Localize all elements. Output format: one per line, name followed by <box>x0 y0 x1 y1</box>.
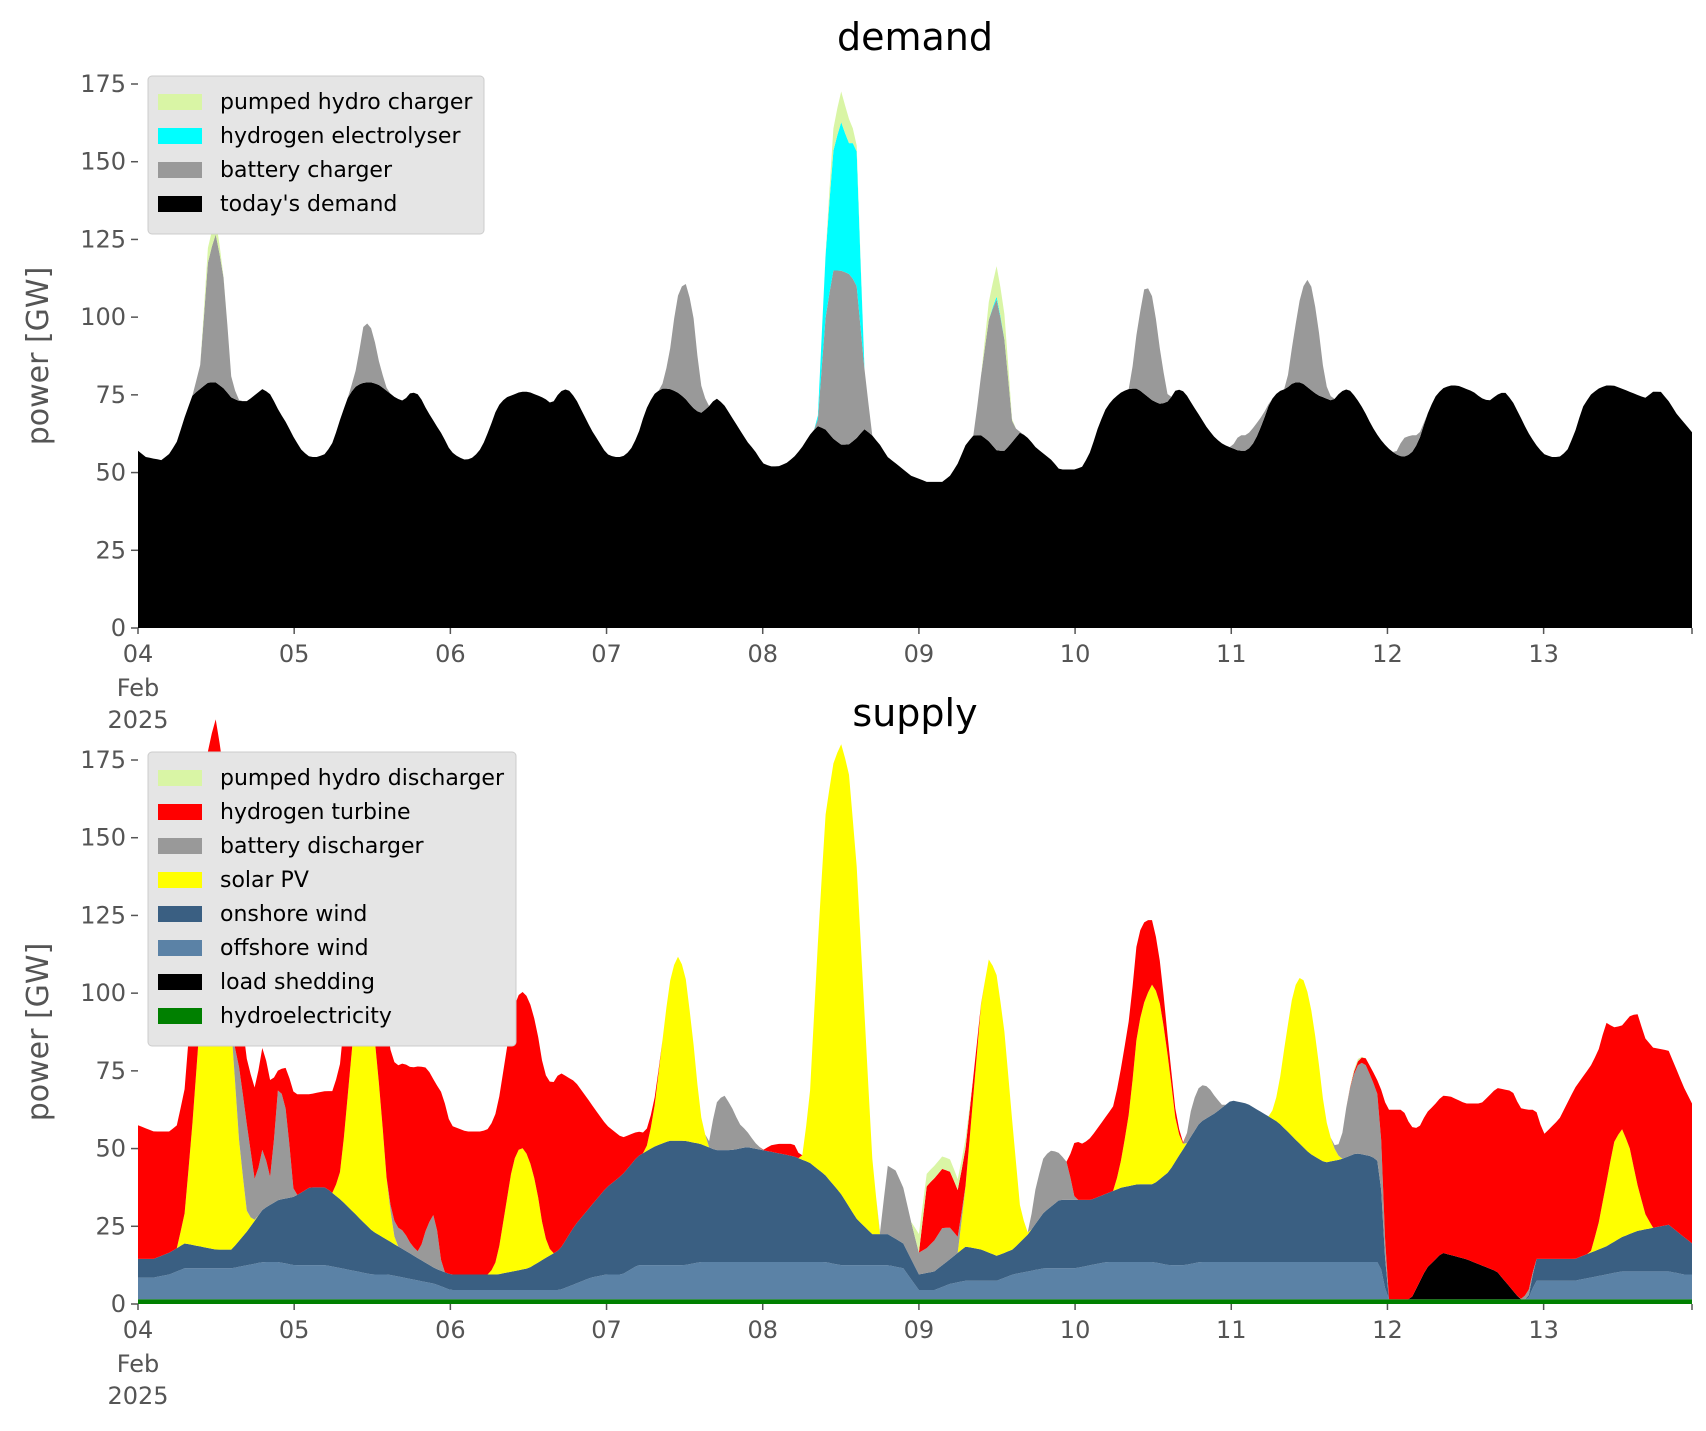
legend-box <box>147 75 485 235</box>
legend-label-onshore-wind: onshore wind <box>220 902 367 927</box>
y-tick-label: 25 <box>95 1212 126 1240</box>
y-tick-label: 125 <box>80 901 126 929</box>
legend-label-offshore-wind: offshore wind <box>220 936 369 961</box>
chart-title: demand <box>837 15 993 59</box>
area-today-s-demand <box>138 382 1692 628</box>
x-tick-label: 05 <box>279 1316 310 1344</box>
x-tick-label: 08 <box>747 1316 778 1344</box>
x-tick-label: 11 <box>1216 1316 1247 1344</box>
legend-swatch-pumped-hydro-discharger <box>158 770 202 786</box>
x-tick-label: 06 <box>435 640 466 668</box>
legend-label-solar-pv: solar PV <box>220 868 309 893</box>
x-tick-sublabel: Feb <box>117 674 160 702</box>
x-tick-label: 11 <box>1216 640 1247 668</box>
x-tick-label: 04 <box>123 1316 154 1344</box>
y-tick-label: 75 <box>95 381 126 409</box>
x-tick-label: 13 <box>1528 640 1559 668</box>
x-tick-sublabel: 2025 <box>107 1382 168 1410</box>
area-offshore-wind <box>138 1253 1692 1300</box>
demand-panel: demand power [GW] 0 25 50 75 100 125 150 175 04 Feb… <box>21 15 1693 734</box>
y-tick-label: 175 <box>80 70 126 98</box>
x-tick-label: 09 <box>904 1316 935 1344</box>
x-tick-label: 12 <box>1372 640 1403 668</box>
legend-box <box>147 751 517 1047</box>
x-tick-label: 12 <box>1372 1316 1403 1344</box>
y-tick-label: 150 <box>80 148 126 176</box>
legend-swatch-pumped-hydro-charger <box>158 94 202 110</box>
legend-swatch-battery-charger <box>158 162 202 178</box>
legend-swatch-hydrogen-electrolyser <box>158 128 202 144</box>
legend-swatch-battery-discharger <box>158 838 202 854</box>
x-tick-label: 09 <box>904 640 935 668</box>
area-hydrogen-turbine <box>138 719 1692 1300</box>
legend-swatch-load-shedding <box>158 974 202 990</box>
y-tick-label: 150 <box>80 824 126 852</box>
y-tick-label: 0 <box>111 1290 126 1318</box>
legend-label-hydrogen-turbine: hydrogen turbine <box>220 800 411 825</box>
y-tick-label: 0 <box>111 614 126 642</box>
supply-panel: supply power [GW] 0 25 50 75 100 125 150 175 04 Feb… <box>21 691 1693 1410</box>
y-tick-label: 175 <box>80 746 126 774</box>
legend-swatch-today-s-demand <box>158 196 202 212</box>
x-tick-label: 04 <box>123 640 154 668</box>
legend-label-hydroelectricity: hydroelectricity <box>220 1004 392 1029</box>
area-solar-pv <box>138 744 1692 1300</box>
legend-label-hydrogen-electrolyser: hydrogen electrolyser <box>220 124 461 149</box>
legend-label-pumped-hydro-discharger: pumped hydro discharger <box>220 766 505 791</box>
legend: pumped hydro discharger hydrogen turbine b… <box>147 751 517 1047</box>
legend-label-pumped-hydro-charger: pumped hydro charger <box>220 90 473 115</box>
y-tick-label: 50 <box>95 1135 126 1163</box>
legend-label-today-s-demand: today's demand <box>220 192 397 217</box>
y-tick-label: 125 <box>80 225 126 253</box>
y-tick-label: 25 <box>95 536 126 564</box>
area-hydroelectricity <box>138 1299 1692 1304</box>
y-axis-label: power [GW] <box>21 943 56 1122</box>
y-axis-label: power [GW] <box>21 267 56 446</box>
legend-label-battery-discharger: battery discharger <box>220 834 425 859</box>
y-tick-label: 100 <box>80 979 126 1007</box>
y-tick-label: 100 <box>80 303 126 331</box>
x-tick-label: 08 <box>747 640 778 668</box>
y-tick-label: 50 <box>95 459 126 487</box>
x-tick-sublabel: Feb <box>117 1350 160 1378</box>
legend-swatch-hydrogen-turbine <box>158 804 202 820</box>
legend-swatch-offshore-wind <box>158 940 202 956</box>
legend-swatch-onshore-wind <box>158 906 202 922</box>
chart-title: supply <box>852 691 977 735</box>
x-tick-label: 07 <box>591 1316 622 1344</box>
x-tick-label: 10 <box>1060 640 1091 668</box>
legend-label-battery-charger: battery charger <box>220 158 393 183</box>
x-tick-label: 05 <box>279 640 310 668</box>
area-onshore-wind <box>138 1100 1692 1300</box>
legend-swatch-solar-pv <box>158 872 202 888</box>
x-tick-label: 10 <box>1060 1316 1091 1344</box>
legend-swatch-hydroelectricity <box>158 1008 202 1024</box>
x-tick-label: 06 <box>435 1316 466 1344</box>
area-battery-charger <box>138 234 1692 482</box>
y-tick-label: 75 <box>95 1057 126 1085</box>
x-tick-label: 13 <box>1528 1316 1559 1344</box>
x-tick-label: 07 <box>591 640 622 668</box>
legend-label-load-shedding: load shedding <box>220 970 375 995</box>
x-tick-sublabel: 2025 <box>107 706 168 734</box>
legend: pumped hydro charger hydrogen electrolyse… <box>147 75 485 235</box>
